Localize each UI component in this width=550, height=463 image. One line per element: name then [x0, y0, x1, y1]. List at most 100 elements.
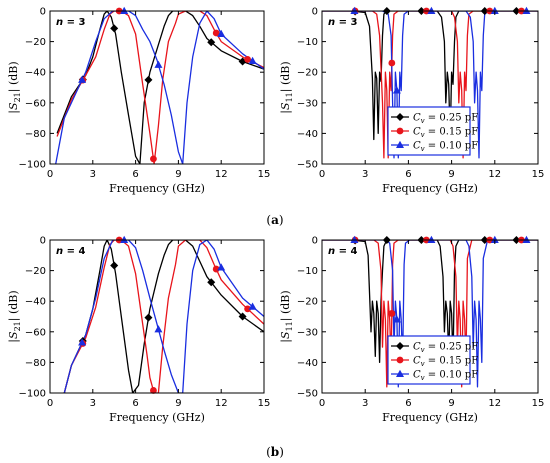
chart-4: 0 3 6 9 12 15 0 −10 −20 −30 −40 −50 Frequency (GHz) |…	[279, 236, 544, 425]
series-point	[110, 24, 119, 33]
series-line-1	[322, 240, 538, 364]
series-point	[427, 235, 436, 243]
y-tick-label: −60	[25, 327, 46, 338]
panel-label: (a)	[266, 213, 283, 227]
y-tick-label: 0	[312, 236, 318, 247]
y-tick-label: −10	[297, 266, 318, 277]
y-axis-label: |S11| (dB)	[279, 61, 294, 113]
x-tick-label: 12	[215, 169, 228, 180]
series-point	[150, 387, 157, 394]
x-tick-label: 15	[532, 169, 545, 180]
x-tick-label: 0	[47, 169, 53, 180]
series-point	[490, 235, 499, 243]
series-point	[212, 265, 220, 273]
x-tick-label: 12	[488, 169, 501, 180]
y-tick-label: −40	[297, 129, 318, 140]
y-tick-label: −20	[25, 37, 46, 48]
y-tick-label: −40	[297, 358, 318, 369]
legend-entry: Cv = 0.25 pF	[413, 342, 478, 355]
legend-entry: Cv = 0.10 pF	[413, 141, 478, 154]
series-point	[150, 155, 157, 163]
series-point	[217, 29, 226, 37]
x-axis-label: Frequency (GHz)	[109, 411, 205, 424]
series-point	[350, 235, 359, 243]
y-tick-label: −80	[25, 129, 46, 140]
plot-frame	[321, 10, 539, 165]
chart-2: 0 3 6 9 12 15 0 −10 −20 −30 −40 −50 Frequency (GHz) |…	[279, 7, 544, 196]
series-point	[78, 75, 87, 83]
n-annotation: n = 3	[328, 17, 357, 28]
y-tick-label: −50	[297, 389, 318, 400]
n-annotation: n = 3	[56, 17, 85, 28]
plot-frame	[321, 239, 539, 394]
y-tick-label: −30	[297, 327, 318, 338]
x-tick-label: 15	[258, 398, 271, 409]
y-tick-label: −100	[19, 160, 46, 171]
series-point	[238, 312, 247, 321]
y-axis-label: |S21| (dB)	[7, 290, 22, 342]
series-line-1	[322, 11, 538, 141]
y-tick-label: −20	[297, 68, 318, 79]
y-tick-label: −60	[25, 98, 46, 109]
y-tick-label: −40	[25, 68, 46, 79]
series-line-2	[63, 240, 264, 393]
x-axis-label: Frequency (GHz)	[382, 182, 478, 195]
x-tick-label: 0	[319, 398, 325, 409]
series-point	[350, 6, 359, 14]
series-point	[388, 59, 396, 67]
x-tick-label: 6	[405, 398, 411, 409]
legend-entry: Cv = 0.15 pF	[413, 356, 478, 369]
y-tick-label: −20	[25, 266, 46, 277]
legend-marker	[396, 113, 404, 121]
y-tick-label: 0	[40, 7, 46, 18]
legend-marker	[396, 342, 404, 350]
legend-marker	[396, 127, 404, 135]
x-tick-label: 9	[175, 169, 181, 180]
x-tick-label: 12	[215, 398, 228, 409]
y-tick-label: 0	[312, 7, 318, 18]
series-line-3	[322, 240, 538, 388]
series-point	[522, 6, 531, 14]
series-point	[248, 302, 257, 310]
series-line-2	[56, 11, 264, 164]
y-tick-label: −50	[297, 160, 318, 171]
x-axis-label: Frequency (GHz)	[109, 182, 205, 195]
series-point	[217, 263, 226, 271]
series-line-2	[322, 240, 538, 388]
series-point	[144, 75, 153, 84]
y-tick-label: −100	[19, 389, 46, 400]
y-axis-label: |S11| (dB)	[279, 290, 294, 342]
x-tick-label: 3	[362, 398, 368, 409]
panel-label: (b)	[266, 445, 284, 459]
y-tick-label: −10	[297, 37, 318, 48]
series-point	[110, 261, 119, 270]
x-tick-label: 12	[488, 398, 501, 409]
series-point	[207, 278, 216, 287]
n-annotation: n = 4	[56, 246, 85, 257]
y-tick-label: −80	[25, 358, 46, 369]
series-line-3	[55, 11, 264, 164]
x-tick-label: 3	[362, 169, 368, 180]
series-point	[244, 55, 251, 63]
series-line-2	[322, 11, 538, 159]
plot-frame	[49, 10, 265, 165]
x-tick-label: 6	[405, 169, 411, 180]
series-point	[427, 6, 436, 14]
series-line-1	[56, 11, 264, 164]
series-point	[154, 60, 163, 68]
x-tick-label: 9	[448, 398, 454, 409]
series-point	[144, 313, 153, 322]
series-point	[522, 235, 531, 243]
legend-marker	[396, 369, 404, 377]
y-tick-label: −20	[297, 297, 318, 308]
plot-frame	[49, 239, 265, 394]
x-tick-label: 6	[132, 169, 138, 180]
series-point	[392, 86, 401, 94]
legend-entry: Cv = 0.25 pF	[413, 113, 478, 126]
x-tick-label: 0	[47, 398, 53, 409]
series-point	[120, 235, 129, 243]
series-point	[388, 310, 396, 317]
legend-entry: Cv = 0.10 pF	[413, 370, 478, 383]
